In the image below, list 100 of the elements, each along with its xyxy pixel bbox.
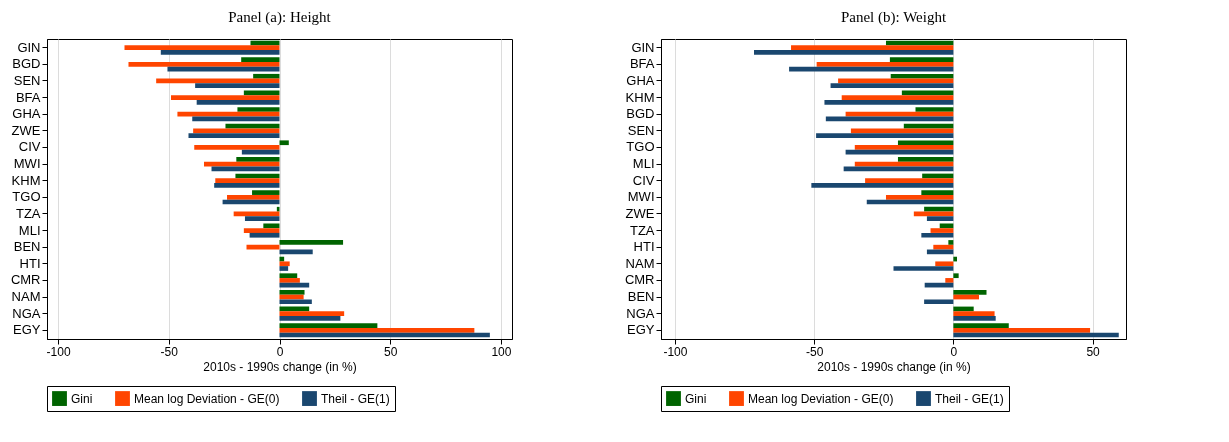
bar: [953, 323, 1009, 328]
bar: [924, 299, 954, 305]
bar: [845, 149, 954, 155]
y-tick-label: CIV: [632, 172, 655, 188]
bar: [124, 45, 280, 51]
bar: [845, 111, 954, 117]
y-tick-label: GIN: [17, 39, 41, 55]
x-tick-label: -50: [160, 344, 179, 359]
x-tick-label: -50: [805, 344, 824, 359]
y-tick-label: BGD: [626, 106, 655, 122]
legend-label: Gini: [71, 391, 93, 406]
bar: [933, 244, 954, 250]
bar: [889, 57, 954, 62]
bar: [177, 111, 280, 117]
y-tick-label: NAM: [11, 289, 41, 305]
bar: [243, 228, 280, 233]
bar: [921, 190, 954, 195]
y-tick-label: TGO: [626, 139, 655, 155]
bar: [263, 223, 280, 229]
legend-label: Mean log Deviation - GE(0): [748, 391, 894, 406]
x-tick-label: 50: [1086, 344, 1101, 359]
y-tick-label: GHA: [626, 72, 655, 88]
x-tick-label: 0: [950, 344, 958, 359]
bar: [953, 316, 996, 321]
bar: [237, 107, 280, 112]
bar: [897, 140, 954, 146]
bar: [811, 183, 954, 188]
bar: [953, 311, 995, 317]
bar: [128, 61, 280, 67]
bar: [279, 278, 300, 283]
bar: [890, 73, 954, 79]
bar: [279, 323, 378, 328]
chart-title: Panel (a): Height: [228, 9, 332, 26]
bar: [924, 206, 954, 212]
bar: [816, 61, 954, 67]
bar: [824, 99, 954, 105]
y-tick-label: TZA: [629, 222, 655, 238]
bar: [754, 50, 954, 55]
bar: [915, 107, 954, 112]
x-axis-title: 2010s - 1990s change (in %): [817, 359, 971, 374]
y-tick-label: MLI: [632, 156, 655, 172]
y-tick-label: GIN: [631, 39, 655, 55]
bar: [279, 289, 305, 295]
bar: [865, 178, 954, 184]
y-tick-label: KHM: [11, 172, 41, 188]
x-tick-label: 0: [276, 344, 284, 359]
bar: [854, 145, 954, 150]
bar: [188, 133, 280, 138]
y-tick-label: ZWE: [11, 122, 41, 138]
y-tick-label: NGA: [626, 305, 655, 321]
bar: [195, 83, 280, 89]
bar: [241, 149, 280, 155]
chart-title: Panel (b): Weight: [840, 9, 947, 26]
bar: [276, 206, 280, 212]
bar: [953, 327, 1091, 333]
bar: [939, 223, 954, 229]
bar: [279, 240, 344, 245]
y-tick-label: BEN: [627, 289, 655, 305]
y-tick-label: CMR: [10, 272, 41, 288]
bar: [244, 216, 280, 221]
bar: [897, 157, 954, 162]
y-tick-label: HTI: [19, 255, 41, 271]
bar: [921, 232, 954, 238]
y-tick-label: CIV: [18, 139, 41, 155]
bar: [953, 273, 959, 279]
bar: [227, 194, 280, 200]
y-tick-label: NGA: [12, 305, 41, 321]
y-tick-label: ZWE: [625, 205, 655, 221]
bar: [279, 316, 341, 321]
x-tick-label: -100: [663, 344, 688, 359]
bar: [953, 256, 957, 262]
bar: [253, 73, 280, 79]
y-tick-label: CMR: [624, 272, 655, 288]
bar: [279, 327, 475, 333]
bar: [843, 166, 954, 172]
bar: [279, 266, 289, 271]
legend-label: Mean log Deviation - GE(0): [134, 391, 280, 406]
bar: [279, 311, 345, 317]
y-tick-label: MLI: [18, 222, 41, 238]
legend-label: Theil - GE(1): [321, 391, 390, 406]
bar: [196, 99, 280, 105]
y-tick-label: NAM: [625, 255, 655, 271]
bar: [945, 278, 954, 283]
y-tick-label: SEN: [627, 122, 655, 138]
bar: [194, 145, 280, 150]
y-tick-label: HTI: [633, 239, 655, 255]
y-tick-label: EGY: [13, 322, 41, 338]
legend-label: Gini: [685, 391, 707, 406]
y-tick-label: BEN: [13, 239, 41, 255]
bar: [193, 128, 280, 134]
bar: [215, 178, 280, 184]
y-tick-label: EGY: [627, 322, 655, 338]
bar: [214, 183, 280, 188]
x-tick-label: 100: [491, 344, 512, 359]
bar: [160, 50, 280, 55]
bar: [211, 166, 280, 172]
bar: [279, 273, 298, 279]
bar: [816, 133, 954, 138]
bar: [850, 128, 954, 134]
y-tick-label: BFA: [629, 56, 655, 72]
